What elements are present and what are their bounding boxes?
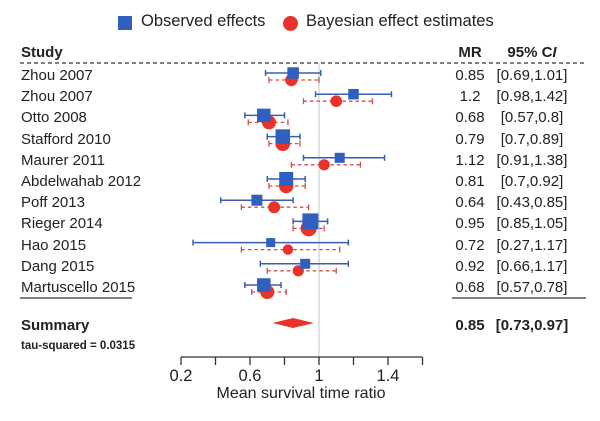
column-header-ci: 95% CI bbox=[507, 44, 557, 61]
study-name: Abdelwahab 2012 bbox=[21, 173, 142, 190]
study-mr: 0.81 bbox=[455, 173, 485, 190]
observed-effect-point bbox=[251, 194, 263, 206]
study-mr: 0.64 bbox=[455, 194, 485, 212]
study-mr: 0.68 bbox=[455, 279, 485, 296]
legend-square-icon bbox=[118, 16, 132, 30]
legend: Observed effects Bayesian effect estimat… bbox=[0, 10, 600, 36]
study-mr: 0.95 bbox=[455, 215, 485, 233]
study-ci: [0.69,1.01] bbox=[496, 67, 568, 84]
study-name: Hao 2015 bbox=[21, 236, 87, 254]
legend-circle-icon bbox=[283, 16, 298, 31]
observed-effect-point bbox=[279, 172, 294, 186]
study-ci: [0.7,0.89] bbox=[500, 130, 564, 148]
observed-effect-point bbox=[266, 238, 276, 248]
observed-effect-point bbox=[257, 108, 271, 123]
bayesian-estimate-point bbox=[330, 95, 343, 107]
study-ci: [0.91,1.38] bbox=[496, 151, 568, 169]
x-tick-label: 1.4 bbox=[376, 367, 400, 385]
study-mr: 0.85 bbox=[455, 67, 485, 84]
study-ci: [0.7,0.92] bbox=[500, 173, 564, 190]
study-ci: [0.57,0.8] bbox=[500, 109, 564, 127]
legend-bayesian-label: Bayesian effect estimates bbox=[306, 12, 494, 30]
legend-observed-label: Observed effects bbox=[141, 12, 266, 30]
study-name: Zhou 2007 bbox=[21, 88, 93, 106]
summary-mr: 0.85 bbox=[455, 317, 485, 334]
study-ci: [0.85,1.05] bbox=[496, 215, 568, 233]
study-mr: 1.12 bbox=[455, 151, 485, 169]
study-ci: [0.66,1.17] bbox=[496, 257, 568, 275]
x-tick-label: 0.6 bbox=[238, 367, 262, 385]
bayesian-estimate-point bbox=[318, 159, 330, 171]
x-axis-label-text: Mean survival time ratio bbox=[216, 385, 386, 402]
tau-squared-annotation: tau-squared = 0.0315 bbox=[21, 340, 136, 352]
study-mr: 1.2 bbox=[459, 88, 481, 106]
study-name: Rieger 2014 bbox=[21, 215, 103, 233]
study-ci: [0.27,1.17] bbox=[496, 236, 568, 254]
observed-effect-point bbox=[300, 258, 311, 269]
study-ci: [0.57,0.78] bbox=[496, 279, 568, 296]
study-name: Martuscello 2015 bbox=[21, 279, 136, 296]
study-mr: 0.68 bbox=[455, 109, 485, 127]
bayesian-estimate-point bbox=[282, 244, 294, 255]
study-name: Poff 2013 bbox=[21, 194, 85, 212]
observed-effect-point bbox=[334, 152, 345, 163]
study-ci: [0.98,1.42] bbox=[496, 88, 568, 106]
observed-effect-point bbox=[348, 88, 359, 100]
study-ci: [0.43,0.85] bbox=[496, 194, 568, 212]
summary-ci: [0.73,0.97] bbox=[495, 317, 569, 334]
study-mr: 0.92 bbox=[455, 257, 485, 275]
x-tick-label: 0.2 bbox=[169, 367, 193, 385]
study-name: Stafford 2010 bbox=[21, 130, 111, 148]
study-name: Otto 2008 bbox=[21, 109, 87, 127]
observed-effect-point bbox=[287, 67, 299, 79]
summary-label: Summary bbox=[21, 317, 90, 334]
column-header-mr: MR bbox=[458, 44, 482, 61]
study-name: Dang 2015 bbox=[21, 257, 95, 275]
bayesian-estimate-point bbox=[268, 201, 281, 214]
summary-diamond bbox=[272, 318, 314, 328]
study-name: Zhou 2007 bbox=[21, 67, 93, 84]
study-name: Maurer 2011 bbox=[21, 151, 105, 169]
observed-effect-point bbox=[275, 129, 291, 144]
study-mr: 0.79 bbox=[455, 130, 485, 148]
observed-effect-point bbox=[257, 278, 271, 292]
observed-effect-point bbox=[302, 213, 319, 230]
column-header-study: Study bbox=[21, 44, 63, 61]
study-mr: 0.72 bbox=[455, 236, 485, 254]
x-tick-label: 1 bbox=[314, 367, 324, 385]
